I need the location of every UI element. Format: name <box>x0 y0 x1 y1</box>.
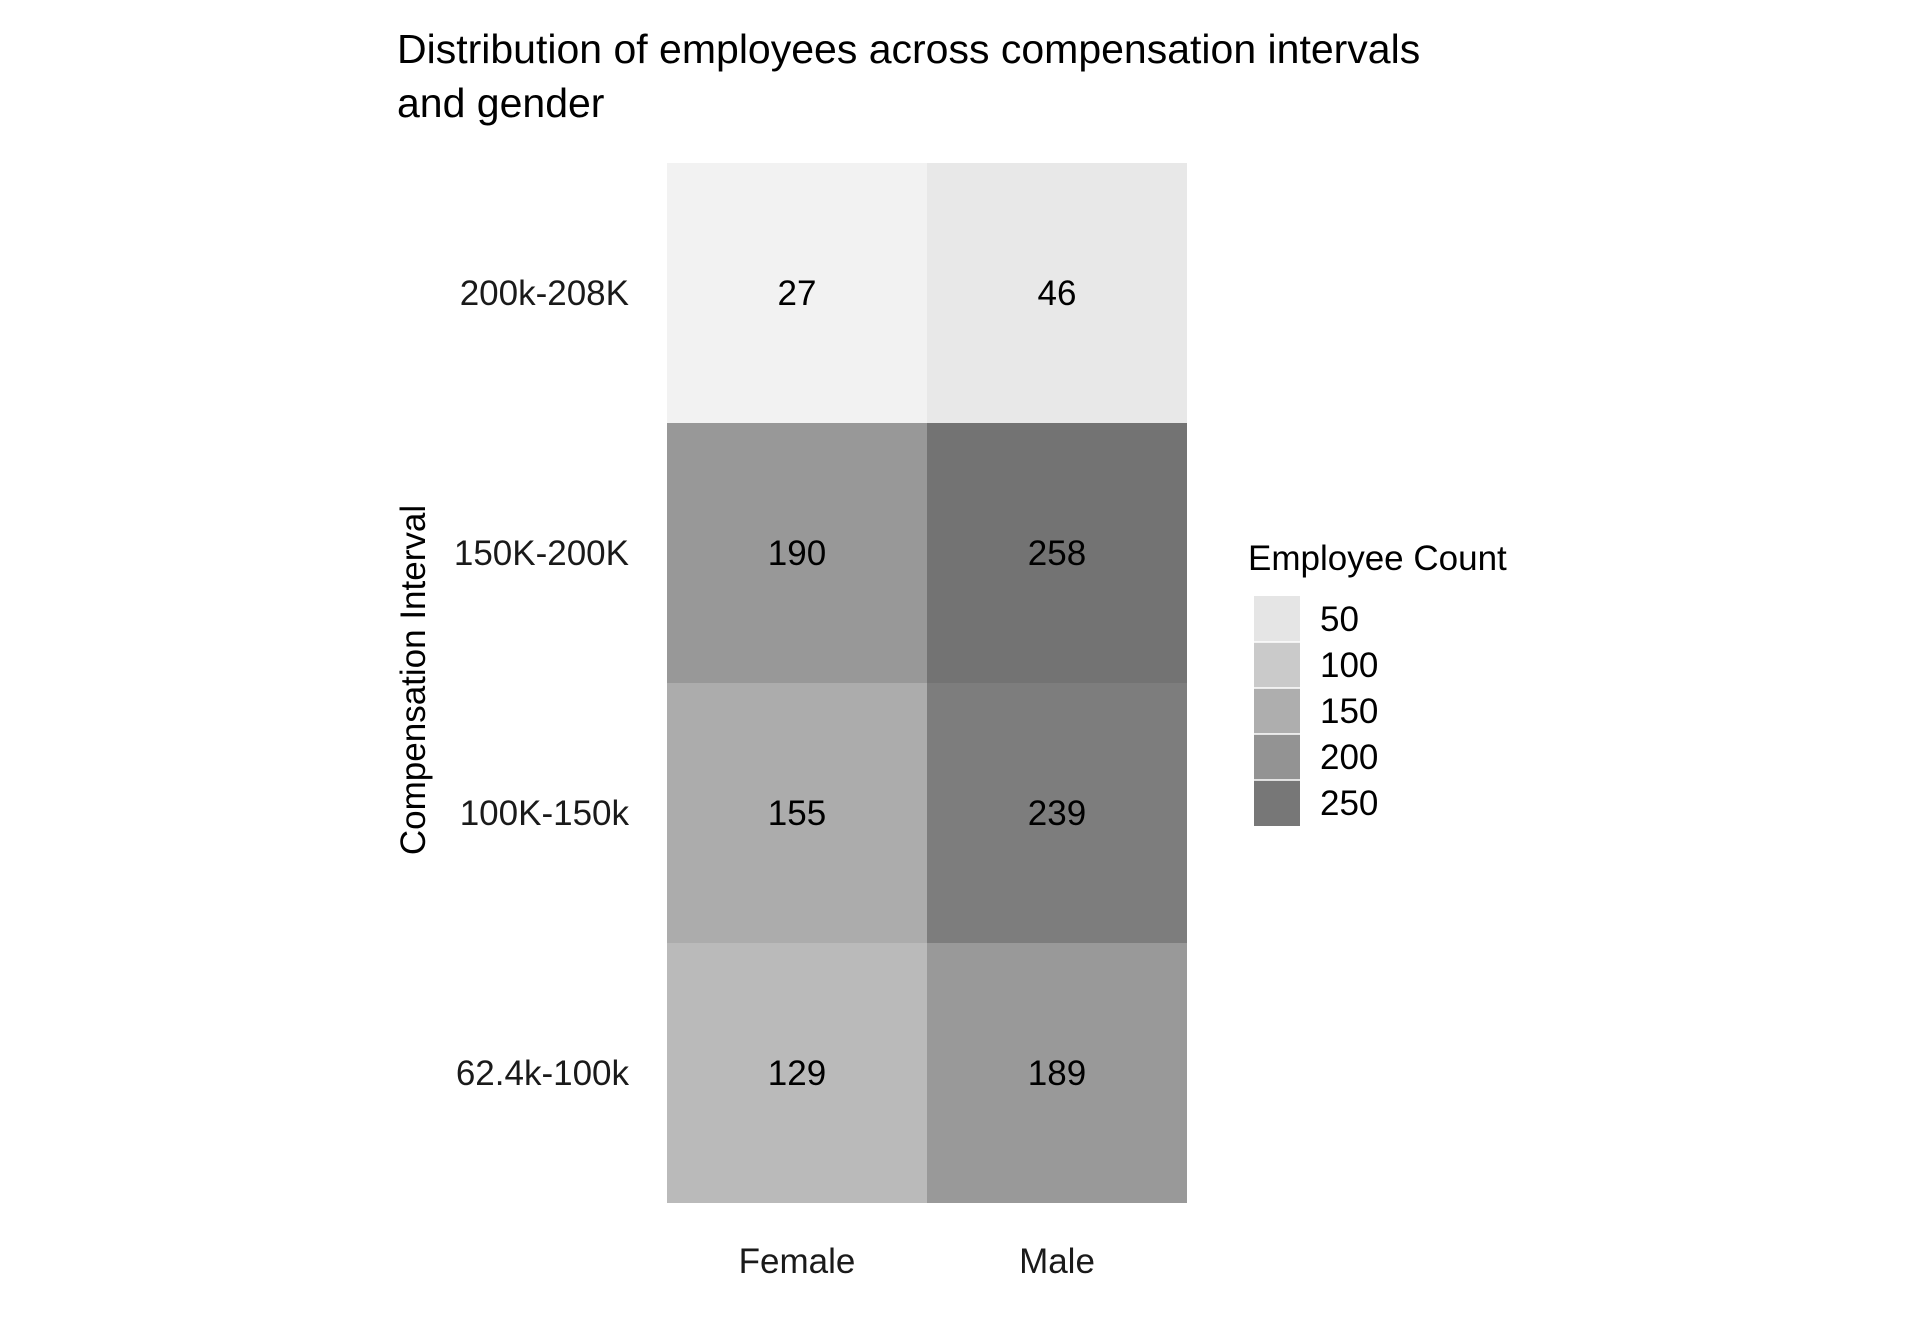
cell-value-label: 155 <box>768 794 826 833</box>
heatmap-cell <box>667 683 927 943</box>
x-tick-label: Male <box>1019 1242 1095 1281</box>
heatmap-cell <box>927 943 1187 1203</box>
cell-value-label: 258 <box>1028 534 1086 573</box>
legend-key-label: 150 <box>1320 692 1378 731</box>
chart-title: Distribution of employees across compens… <box>397 26 1432 126</box>
legend-key-label: 250 <box>1320 784 1378 823</box>
legend-key-swatch <box>1254 596 1300 642</box>
cell-value-label: 189 <box>1028 1054 1086 1093</box>
heatmap-cell <box>667 943 927 1203</box>
y-tick-label: 150K-200K <box>454 534 629 573</box>
x-tick-label: Female <box>739 1242 856 1281</box>
chart-title-line-2: and gender <box>397 80 604 126</box>
y-axis-tick-labels: 200k-208K 150K-200K 100K-150k 62.4k-100k <box>454 274 630 1093</box>
legend-key-label: 200 <box>1320 738 1378 777</box>
legend-key-swatch <box>1254 780 1300 826</box>
chart-title-line-1: Distribution of employees across compens… <box>397 26 1420 72</box>
y-tick-label: 200k-208K <box>460 274 629 313</box>
heatmap-cell <box>667 423 927 683</box>
cell-value-label: 239 <box>1028 794 1086 833</box>
cell-value-label: 27 <box>778 274 817 313</box>
legend-key-swatch <box>1254 642 1300 688</box>
heatmap-cell <box>927 163 1187 423</box>
color-legend: Employee Count 50 100 150 200 250 <box>1248 539 1507 826</box>
y-tick-label: 100K-150k <box>460 794 630 833</box>
y-axis-title: Compensation Interval <box>394 505 433 855</box>
cell-value-label: 190 <box>768 534 826 573</box>
legend-key-swatch <box>1254 734 1300 780</box>
heatmap-cell <box>667 163 927 423</box>
legend-keys: 50 100 150 200 250 <box>1254 596 1378 826</box>
heatmap-cells: 27 46 190 258 155 239 129 189 <box>667 163 1187 1203</box>
legend-key-swatch <box>1254 688 1300 734</box>
y-tick-label: 62.4k-100k <box>456 1054 630 1093</box>
cell-value-label: 129 <box>768 1054 826 1093</box>
x-axis-tick-labels: Female Male <box>739 1242 1095 1281</box>
heatmap-cell <box>927 683 1187 943</box>
legend-key-label: 100 <box>1320 646 1378 685</box>
legend-title: Employee Count <box>1248 539 1507 578</box>
heatmap-cell <box>927 423 1187 683</box>
legend-key-label: 50 <box>1320 600 1359 639</box>
cell-value-label: 46 <box>1038 274 1077 313</box>
